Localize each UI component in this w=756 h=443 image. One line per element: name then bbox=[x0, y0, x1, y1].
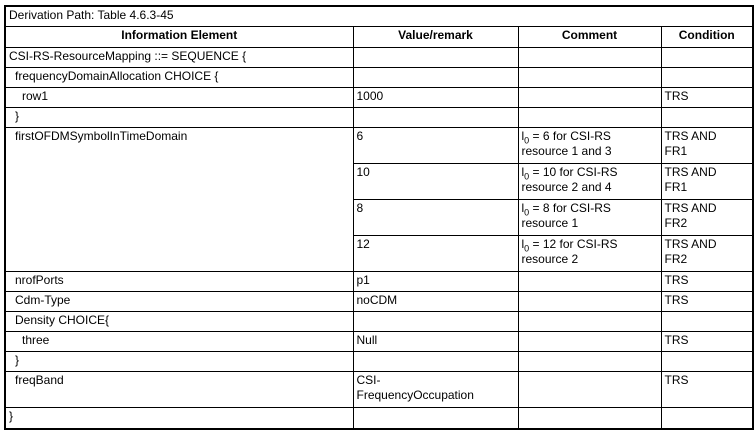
condition-cell: TRS AND FR2 bbox=[660, 235, 754, 272]
condition-cell bbox=[660, 107, 754, 128]
column-header-comment: Comment bbox=[517, 26, 662, 48]
condition-cell bbox=[660, 47, 754, 68]
condition-cell bbox=[660, 67, 754, 88]
ie-cell: firstOFDMSymbolInTimeDomain bbox=[4, 127, 354, 272]
ie-cell: Density CHOICE{ bbox=[4, 311, 354, 332]
ie-cell: freqBand bbox=[4, 371, 354, 408]
table-row: Cdm-Type noCDM TRS bbox=[4, 291, 754, 312]
column-header-information-element: Information Element bbox=[4, 26, 354, 48]
comment-cell bbox=[517, 87, 662, 108]
condition-cell bbox=[660, 351, 754, 372]
value-cell bbox=[352, 407, 519, 430]
table-row: CSI-RS-ResourceMapping ::= SEQUENCE { bbox=[4, 47, 754, 68]
derivation-path-row: Derivation Path: Table 4.6.3-45 bbox=[4, 5, 754, 27]
comment-cell bbox=[517, 67, 662, 88]
comment-cell bbox=[517, 271, 662, 292]
value-cell bbox=[352, 67, 519, 88]
condition-cell bbox=[660, 407, 754, 430]
table-row: frequencyDomainAllocation CHOICE { bbox=[4, 67, 754, 88]
value-cell: 10 bbox=[352, 163, 519, 200]
ie-cell: frequencyDomainAllocation CHOICE { bbox=[4, 67, 354, 88]
comment-cell bbox=[517, 311, 662, 332]
table-row: nrofPorts p1 TRS bbox=[4, 271, 754, 292]
comment-cell bbox=[517, 107, 662, 128]
ie-cell: nrofPorts bbox=[4, 271, 354, 292]
column-header-condition: Condition bbox=[660, 26, 754, 48]
condition-cell: TRS AND FR1 bbox=[660, 127, 754, 164]
derivation-path-table: Derivation Path: Table 4.6.3-45 Informat… bbox=[4, 5, 754, 430]
condition-cell: TRS bbox=[660, 271, 754, 292]
value-cell: Null bbox=[352, 331, 519, 352]
value-cell: CSI-FrequencyOccupation bbox=[352, 371, 519, 408]
value-cell: 8 bbox=[352, 199, 519, 236]
condition-cell: TRS AND FR2 bbox=[660, 199, 754, 236]
condition-cell: TRS bbox=[660, 87, 754, 108]
ie-cell: Cdm-Type bbox=[4, 291, 354, 312]
derivation-path-title: Derivation Path: Table 4.6.3-45 bbox=[4, 5, 754, 27]
table-row: row1 1000 TRS bbox=[4, 87, 754, 108]
condition-cell: TRS AND FR1 bbox=[660, 163, 754, 200]
table-row: 10 l0 = 10 for CSI-RS resource 2 and 4 T… bbox=[5, 163, 754, 200]
value-cell: p1 bbox=[352, 271, 519, 292]
comment-cell: l0 = 12 for CSI-RS resource 2 bbox=[517, 235, 662, 272]
value-cell bbox=[352, 351, 519, 372]
comment-cell bbox=[517, 371, 662, 408]
value-cell bbox=[352, 311, 519, 332]
comment-cell: l0 = 10 for CSI-RS resource 2 and 4 bbox=[517, 163, 662, 200]
ie-cell: } bbox=[4, 107, 354, 128]
column-header-value-remark: Value/remark bbox=[352, 26, 519, 48]
comment-cell: l0 = 6 for CSI-RS resource 1 and 3 bbox=[517, 127, 662, 164]
comment-cell bbox=[517, 291, 662, 312]
ie-cell: row1 bbox=[4, 87, 354, 108]
table-row: } bbox=[4, 351, 754, 372]
comment-cell bbox=[517, 47, 662, 68]
value-cell: 6 bbox=[352, 127, 519, 164]
condition-cell bbox=[660, 311, 754, 332]
table-row: 12 l0 = 12 for CSI-RS resource 2 TRS AND… bbox=[5, 235, 754, 272]
table-row: Density CHOICE{ bbox=[4, 311, 754, 332]
value-cell bbox=[352, 107, 519, 128]
value-cell bbox=[352, 47, 519, 68]
comment-cell bbox=[517, 331, 662, 352]
comment-cell: l0 = 8 for CSI-RS resource 1 bbox=[517, 199, 662, 236]
table-row: } bbox=[4, 107, 754, 128]
condition-cell: TRS bbox=[660, 371, 754, 408]
condition-cell: TRS bbox=[660, 291, 754, 312]
ie-cell: CSI-RS-ResourceMapping ::= SEQUENCE { bbox=[4, 47, 354, 68]
main-table-header-row: Information Element Value/remark Comment… bbox=[4, 26, 754, 48]
table-row: firstOFDMSymbolInTimeDomain 6 l0 = 6 for… bbox=[4, 127, 754, 272]
table-row: } bbox=[4, 407, 754, 430]
value-cell: noCDM bbox=[352, 291, 519, 312]
table-row: three Null TRS bbox=[4, 331, 754, 352]
ie-cell: } bbox=[4, 351, 354, 372]
value-cell: 12 bbox=[352, 235, 519, 272]
ie-cell: } bbox=[4, 407, 354, 430]
comment-cell bbox=[517, 407, 662, 430]
value-cell: 1000 bbox=[352, 87, 519, 108]
condition-cell: TRS bbox=[660, 331, 754, 352]
comment-cell bbox=[517, 351, 662, 372]
ie-cell: three bbox=[4, 331, 354, 352]
table-row: freqBand CSI-FrequencyOccupation TRS bbox=[4, 371, 754, 408]
